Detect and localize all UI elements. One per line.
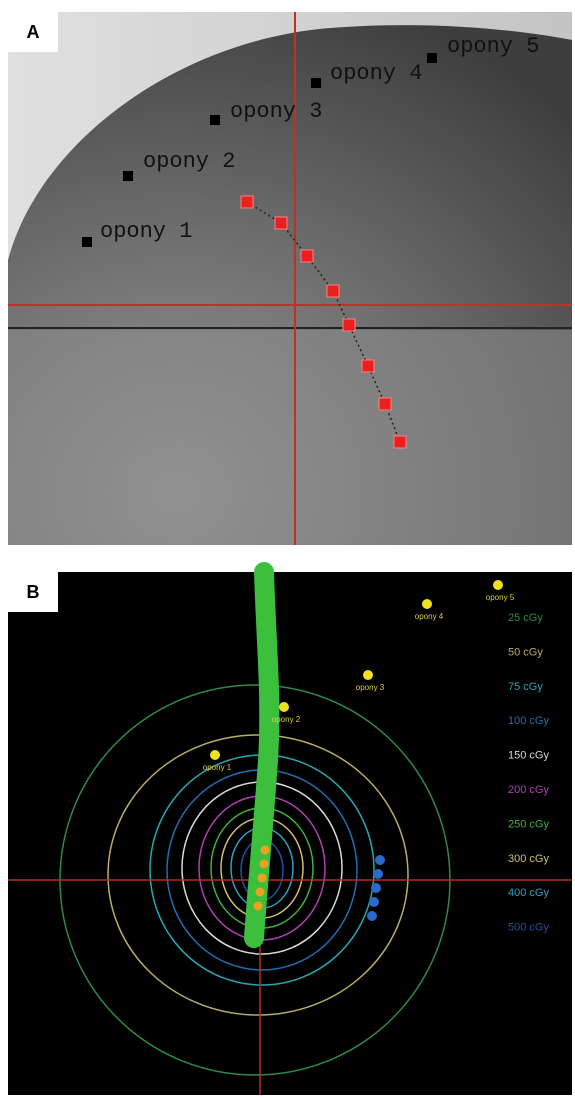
reference-point (373, 869, 383, 879)
legend-label: 25 cGy (508, 612, 543, 624)
marker-label: opony 1 (100, 219, 192, 244)
panel-label: B (27, 582, 40, 602)
legend-label: 100 cGy (508, 715, 549, 727)
legend-label: 250 cGy (508, 818, 549, 830)
dwell-point (260, 860, 269, 869)
marker-label: opony 3 (230, 99, 322, 124)
reference-point (369, 897, 379, 907)
marker-square (82, 237, 92, 247)
marker-label: opony 2 (143, 149, 235, 174)
marker-label: opony 5 (486, 593, 515, 602)
marker-square (427, 53, 437, 63)
marker-label: opony 4 (415, 612, 444, 621)
figure: opony 1 opony 2 opony 3 opony 4 opony 5 A op… (0, 0, 575, 1100)
source-square (343, 319, 355, 331)
marker-square (123, 171, 133, 181)
source-square (379, 398, 391, 410)
marker-dot (210, 750, 220, 760)
marker-label: opony 2 (272, 715, 301, 724)
source-square (241, 196, 253, 208)
dwell-point (258, 874, 267, 883)
marker-label: opony 1 (203, 763, 232, 772)
marker-label: opony 5 (447, 34, 539, 59)
dwell-point (256, 888, 265, 897)
source-square (362, 360, 374, 372)
legend-label: 50 cGy (508, 646, 543, 658)
reference-point (367, 911, 377, 921)
legend-label: 150 cGy (508, 750, 549, 762)
page: opony 1 opony 2 opony 3 opony 4 opony 5 A op… (0, 0, 575, 1100)
legend-label: 75 cGy (508, 681, 543, 693)
marker-dot (279, 702, 289, 712)
panel-a: opony 1 opony 2 opony 3 opony 4 opony 5 A (8, 12, 572, 545)
marker-square (210, 115, 220, 125)
source-square (301, 250, 313, 262)
xray-lower (8, 330, 572, 545)
legend-label: 300 cGy (508, 853, 549, 865)
dwell-point (254, 902, 263, 911)
panel-label: A (27, 22, 40, 42)
dose-background (8, 572, 572, 1095)
marker-square (311, 78, 321, 88)
source-square (327, 285, 339, 297)
legend-label: 500 cGy (508, 922, 549, 934)
legend-label: 400 cGy (508, 887, 549, 899)
dwell-point (261, 846, 270, 855)
reference-point (375, 855, 385, 865)
marker-dot (493, 580, 503, 590)
reference-point (371, 883, 381, 893)
legend-label: 200 cGy (508, 784, 549, 796)
panel-b: opony 1 opony 2 opony 3 opony 4 opony 5 25 c… (8, 572, 572, 1095)
marker-label: opony 3 (356, 683, 385, 692)
marker-dot (363, 670, 373, 680)
source-square (275, 217, 287, 229)
source-square (394, 436, 406, 448)
marker-dot (422, 599, 432, 609)
marker-label: opony 4 (330, 61, 422, 86)
